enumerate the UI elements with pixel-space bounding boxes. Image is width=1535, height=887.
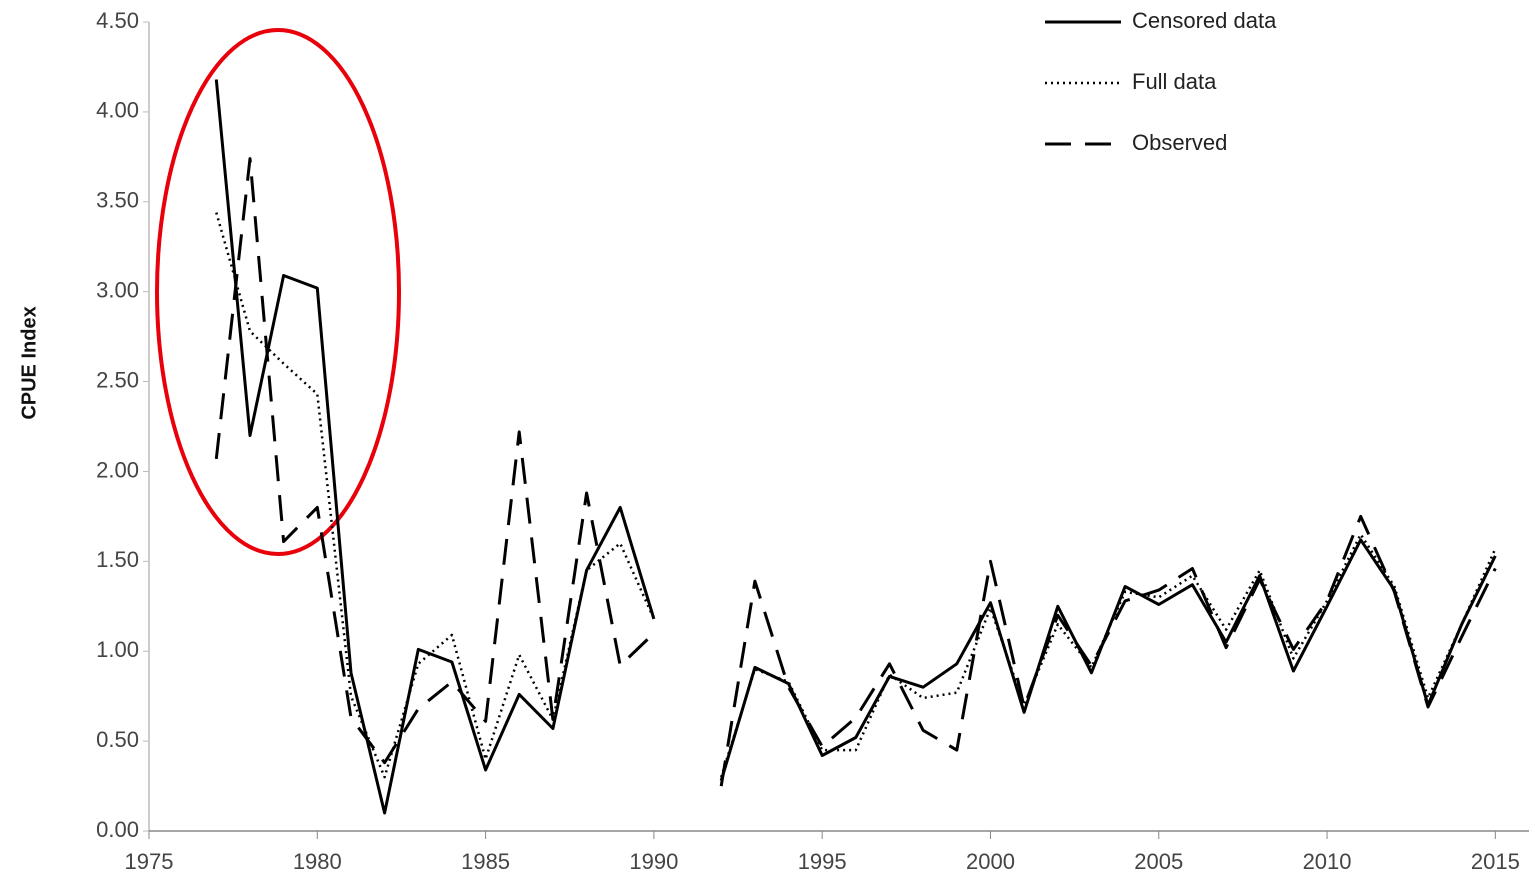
- y-tick-label: 2.50: [96, 367, 139, 392]
- legend-label: Censored data: [1132, 8, 1277, 33]
- y-tick-label: 1.50: [96, 547, 139, 572]
- y-tick-label: 3.50: [96, 188, 139, 213]
- y-tick-label: 0.50: [96, 727, 139, 752]
- x-tick-label: 1975: [125, 849, 174, 874]
- y-axis-title: CPUE Index: [18, 306, 40, 419]
- y-tick-label: 4.50: [96, 8, 139, 33]
- legend-label: Observed: [1132, 130, 1227, 155]
- x-tick-label: 2015: [1471, 849, 1520, 874]
- x-tick-label: 2010: [1303, 849, 1352, 874]
- x-tick-label: 2005: [1134, 849, 1183, 874]
- x-tick-label: 1980: [293, 849, 342, 874]
- y-tick-label: 0.00: [96, 817, 139, 842]
- x-tick-label: 1995: [798, 849, 847, 874]
- x-tick-label: 1990: [629, 849, 678, 874]
- x-tick-label: 1985: [461, 849, 510, 874]
- y-tick-label: 2.00: [96, 457, 139, 482]
- y-tick-label: 3.00: [96, 277, 139, 302]
- y-tick-label: 4.00: [96, 98, 139, 123]
- highlight-ellipse: [155, 28, 401, 556]
- x-tick-label: 2000: [966, 849, 1015, 874]
- series-line: [214, 79, 1497, 815]
- series-line: [215, 212, 1497, 779]
- legend-label: Full data: [1132, 69, 1217, 94]
- series-line: [214, 157, 1497, 787]
- y-tick-label: 1.00: [96, 637, 139, 662]
